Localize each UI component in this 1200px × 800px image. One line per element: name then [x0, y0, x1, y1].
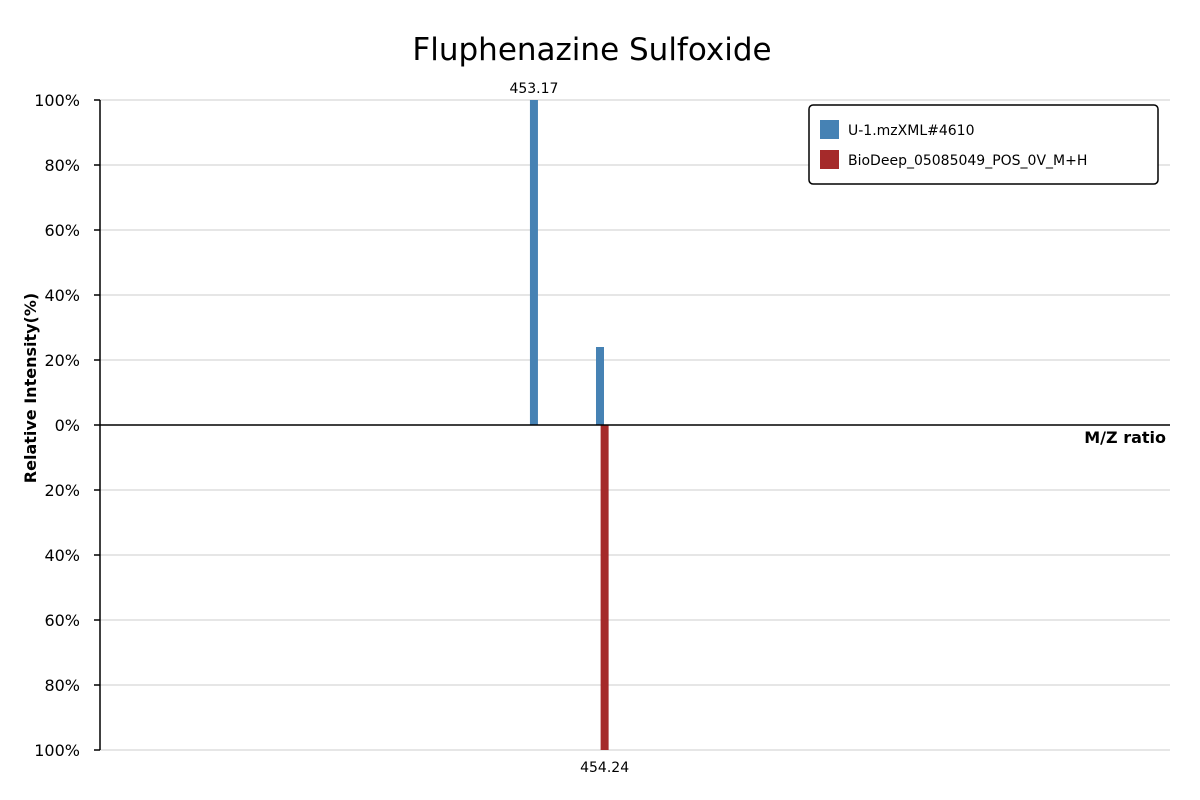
y-axis-ticks: 100% 80% 60% 40% 20% 0% 20% 40% 60% 80% 100% [34, 91, 100, 760]
y-tick-label: 60% [44, 221, 80, 240]
y-tick-label: 40% [44, 546, 80, 565]
x-axis-title: M/Z ratio [1084, 428, 1166, 447]
peak-label: 453.17 [509, 81, 558, 97]
chart-title: Fluphenazine Sulfoxide [412, 32, 771, 68]
y-tick-label: 40% [44, 286, 80, 305]
legend: U-1.mzXML#4610 BioDeep_05085049_POS_0V_M… [808, 104, 1159, 185]
legend-swatch-series-2 [820, 150, 839, 169]
y-tick-label: 20% [44, 481, 80, 500]
y-tick-label: 20% [44, 351, 80, 370]
peak-label: 454.24 [580, 760, 629, 776]
legend-label-series-2: BioDeep_05085049_POS_0V_M+H [848, 153, 1087, 169]
peak-bar [600, 425, 609, 750]
gridlines [100, 99, 1170, 751]
y-tick-label: 0% [55, 416, 80, 435]
legend-label-series-1: U-1.mzXML#4610 [848, 123, 974, 139]
y-tick-label: 80% [44, 676, 80, 695]
y-tick-label: 100% [34, 741, 80, 760]
y-tick-label: 100% [34, 91, 80, 110]
peak-bar [595, 347, 604, 425]
peak-bar [529, 100, 538, 425]
y-axis-title: Relative Intensity(%) [21, 293, 40, 483]
peak-bars [529, 100, 609, 750]
peak-labels: 453.17 454.24 [509, 81, 629, 776]
y-tick-label: 60% [44, 611, 80, 630]
legend-box [808, 104, 1159, 185]
y-tick-label: 80% [44, 156, 80, 175]
legend-swatch-series-1 [820, 120, 839, 139]
